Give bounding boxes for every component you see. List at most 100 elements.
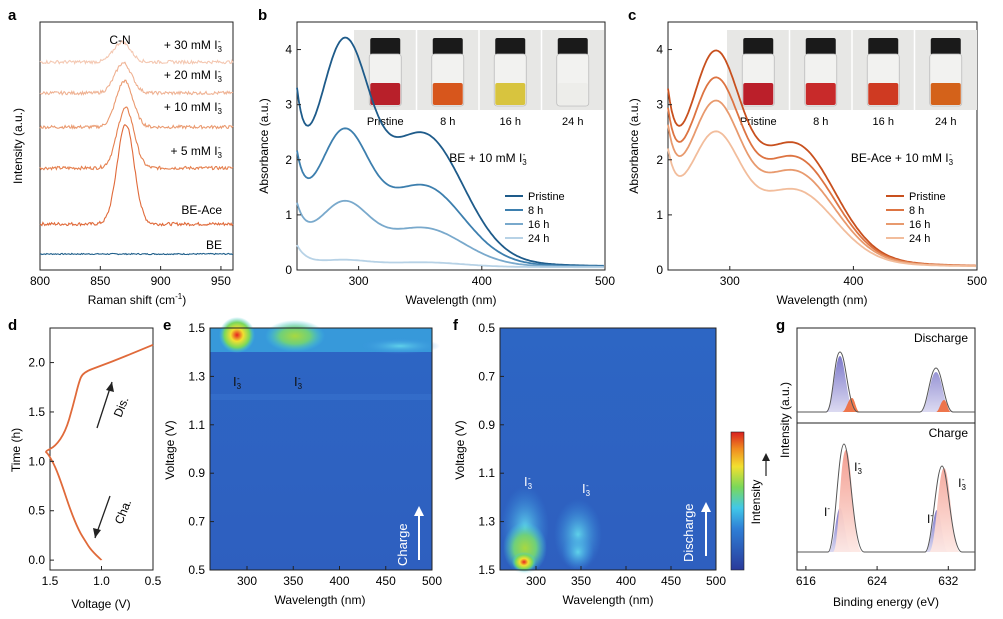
panel-c-y-tick-label: 0 [656, 263, 663, 277]
discharge-arrow-head [106, 382, 114, 392]
panel-e-peak-label: I3-​ [233, 374, 242, 391]
panel-c-legend-label: Pristine [909, 191, 946, 203]
panel-d-x-tick-label: 1.5 [42, 574, 59, 588]
panel-b-legend-label: 8 h [528, 205, 543, 217]
panel-c-y-tick-label: 2 [656, 153, 663, 167]
panel-a-series-group [39, 39, 234, 256]
panel-c-x-label: Wavelength (nm) [777, 293, 868, 307]
panel-e-x-label: Wavelength (nm) [275, 593, 366, 607]
colorbar-label: Intensity [749, 480, 763, 525]
panel-c-annotation: BE-Ace + 10 mM I3-​ [851, 150, 954, 167]
panel-b-series-line [296, 199, 604, 268]
panel-d-x-label: Voltage (V) [71, 597, 130, 611]
panel-c-vial-liquid [743, 83, 774, 105]
panel-f-y-tick-label: 0.7 [478, 369, 495, 383]
panel-a-x-ticks: 800 850 900 950 [30, 266, 231, 288]
panel-b-frame [296, 21, 606, 271]
panel-f-hot-spot [512, 552, 536, 572]
charge-iodide-fill [797, 508, 948, 552]
panel-e-y-tick-label: 0.9 [188, 466, 205, 480]
panel-b-y-tick-label: 3 [285, 98, 292, 112]
panel-b-series-line [296, 36, 604, 267]
panel-c-y-tick-label: 1 [656, 208, 663, 222]
panel-b-vial-liquid [370, 83, 401, 105]
panel-b-y-label: Absorbance (a.u.) [257, 98, 271, 193]
panel-f-x-tick-label: 500 [706, 574, 726, 588]
panel-g-discharge-label: Discharge [914, 331, 968, 345]
panel-c-legend-label: 16 h [909, 219, 930, 231]
panel-a-x-tick-label: 850 [90, 274, 110, 288]
panel-f-y-tick-label: 1.3 [478, 515, 495, 529]
raman-series-label: + 10 mM I3-​ [164, 99, 223, 116]
panel-f-peak-label: I3-​ [582, 481, 591, 498]
panel-e-warm-spot [265, 320, 325, 352]
panel-e-x-tick-label: 450 [376, 574, 396, 588]
panel-c-vial-label: Pristine [740, 116, 777, 128]
panel-b-vial-cap [557, 38, 588, 55]
panel-d-series-line [45, 343, 154, 562]
panel-c-legend: Pristine 8 h 16 h 24 h [886, 191, 946, 245]
panel-d-y-label: Time (h) [9, 428, 23, 472]
panel-b-x-label: Wavelength (nm) [406, 293, 497, 307]
panel-a-frame [39, 21, 234, 271]
panel-g-y-label: Intensity (a.u.) [778, 382, 792, 458]
panel-g-peak-label: I3-​ [958, 475, 966, 492]
panel-a-x-tick-label: 900 [151, 274, 171, 288]
raman-series-line [39, 39, 234, 66]
panel-b-ticks: 300 400 500 0 1 2 3 4 [285, 43, 615, 288]
panel-g-ticks: 616 624 632 [796, 566, 959, 588]
panel-letter-b: b [258, 7, 267, 24]
panel-letter-e: e [163, 317, 171, 334]
panel-c-x-tick-label: 500 [967, 274, 987, 288]
panel-c-vial-liquid [868, 83, 899, 105]
panel-a-x-tick-label: 800 [30, 274, 50, 288]
panel-f-peak-label: I3-​ [524, 474, 533, 491]
panel-e-y-tick-label: 1.3 [188, 369, 205, 383]
panel-f-x-tick-label: 400 [616, 574, 636, 588]
raman-series-line [39, 61, 234, 96]
panel-c-x-tick-label: 400 [843, 274, 863, 288]
panel-e-background [210, 328, 432, 570]
panel-f-frame [499, 327, 717, 571]
panel-e-y-tick-label: 0.5 [188, 563, 205, 577]
panel-a-x-tick-label: 950 [211, 274, 231, 288]
panel-c-vial-cap [930, 38, 961, 55]
panel-g-peak-label: I3-​ [854, 459, 862, 476]
panel-c-vial-liquid [930, 83, 961, 105]
panel-d-y-tick-label: 0.0 [28, 553, 45, 567]
panel-e-x-tick-label: 400 [329, 574, 349, 588]
panel-b-vial-label: Pristine [367, 116, 404, 128]
panel-f-cool-region [562, 534, 594, 570]
raman-series-label: + 5 mM I3-​ [171, 143, 223, 160]
raman-series-line [39, 106, 234, 171]
raman-series-label: + 30 mM I3-​ [164, 37, 223, 54]
panel-c-legend-label: 24 h [909, 233, 930, 245]
panel-d-series-group [45, 343, 154, 562]
panel-d-cha-label: Cha. [112, 497, 134, 526]
panel-b-vial-cap [495, 38, 526, 55]
panel-c-y-tick-label: 4 [656, 43, 663, 57]
panel-d-dis-label: Dis. [111, 395, 132, 419]
panel-f-x-tick-label: 350 [571, 574, 591, 588]
panel-e-cool-band [360, 338, 440, 354]
panel-f-x-tick-label: 300 [526, 574, 546, 588]
panel-c-x-tick-label: 300 [720, 274, 740, 288]
panel-b-vial-label: 24 h [562, 116, 583, 128]
discharge-envelope [797, 351, 975, 413]
panel-e-x-tick-label: 300 [237, 574, 257, 588]
discharge-triiodide-fill [842, 398, 951, 412]
panel-b-vial-label: 8 h [440, 116, 455, 128]
panel-d-x-tick-label: 0.5 [145, 574, 162, 588]
panel-b-legend: Pristine 8 h 16 h 24 h [505, 191, 565, 245]
panel-e-peak-label: I3-​ [294, 374, 303, 391]
colorbar-arrow-head [762, 453, 770, 461]
panel-b-y-tick-label: 4 [285, 43, 292, 57]
panel-c-vial-label: 16 h [873, 116, 894, 128]
raman-series-line [39, 123, 234, 227]
panel-g-x-label: Binding energy (eV) [833, 595, 939, 609]
raman-series-line [39, 252, 233, 256]
panel-c-ticks: 300 400 500 0 1 2 3 4 [656, 43, 987, 288]
raman-series-label: BE-Ace [181, 203, 222, 217]
panel-b-y-tick-label: 1 [285, 208, 292, 222]
panel-letter-d: d [8, 317, 17, 334]
